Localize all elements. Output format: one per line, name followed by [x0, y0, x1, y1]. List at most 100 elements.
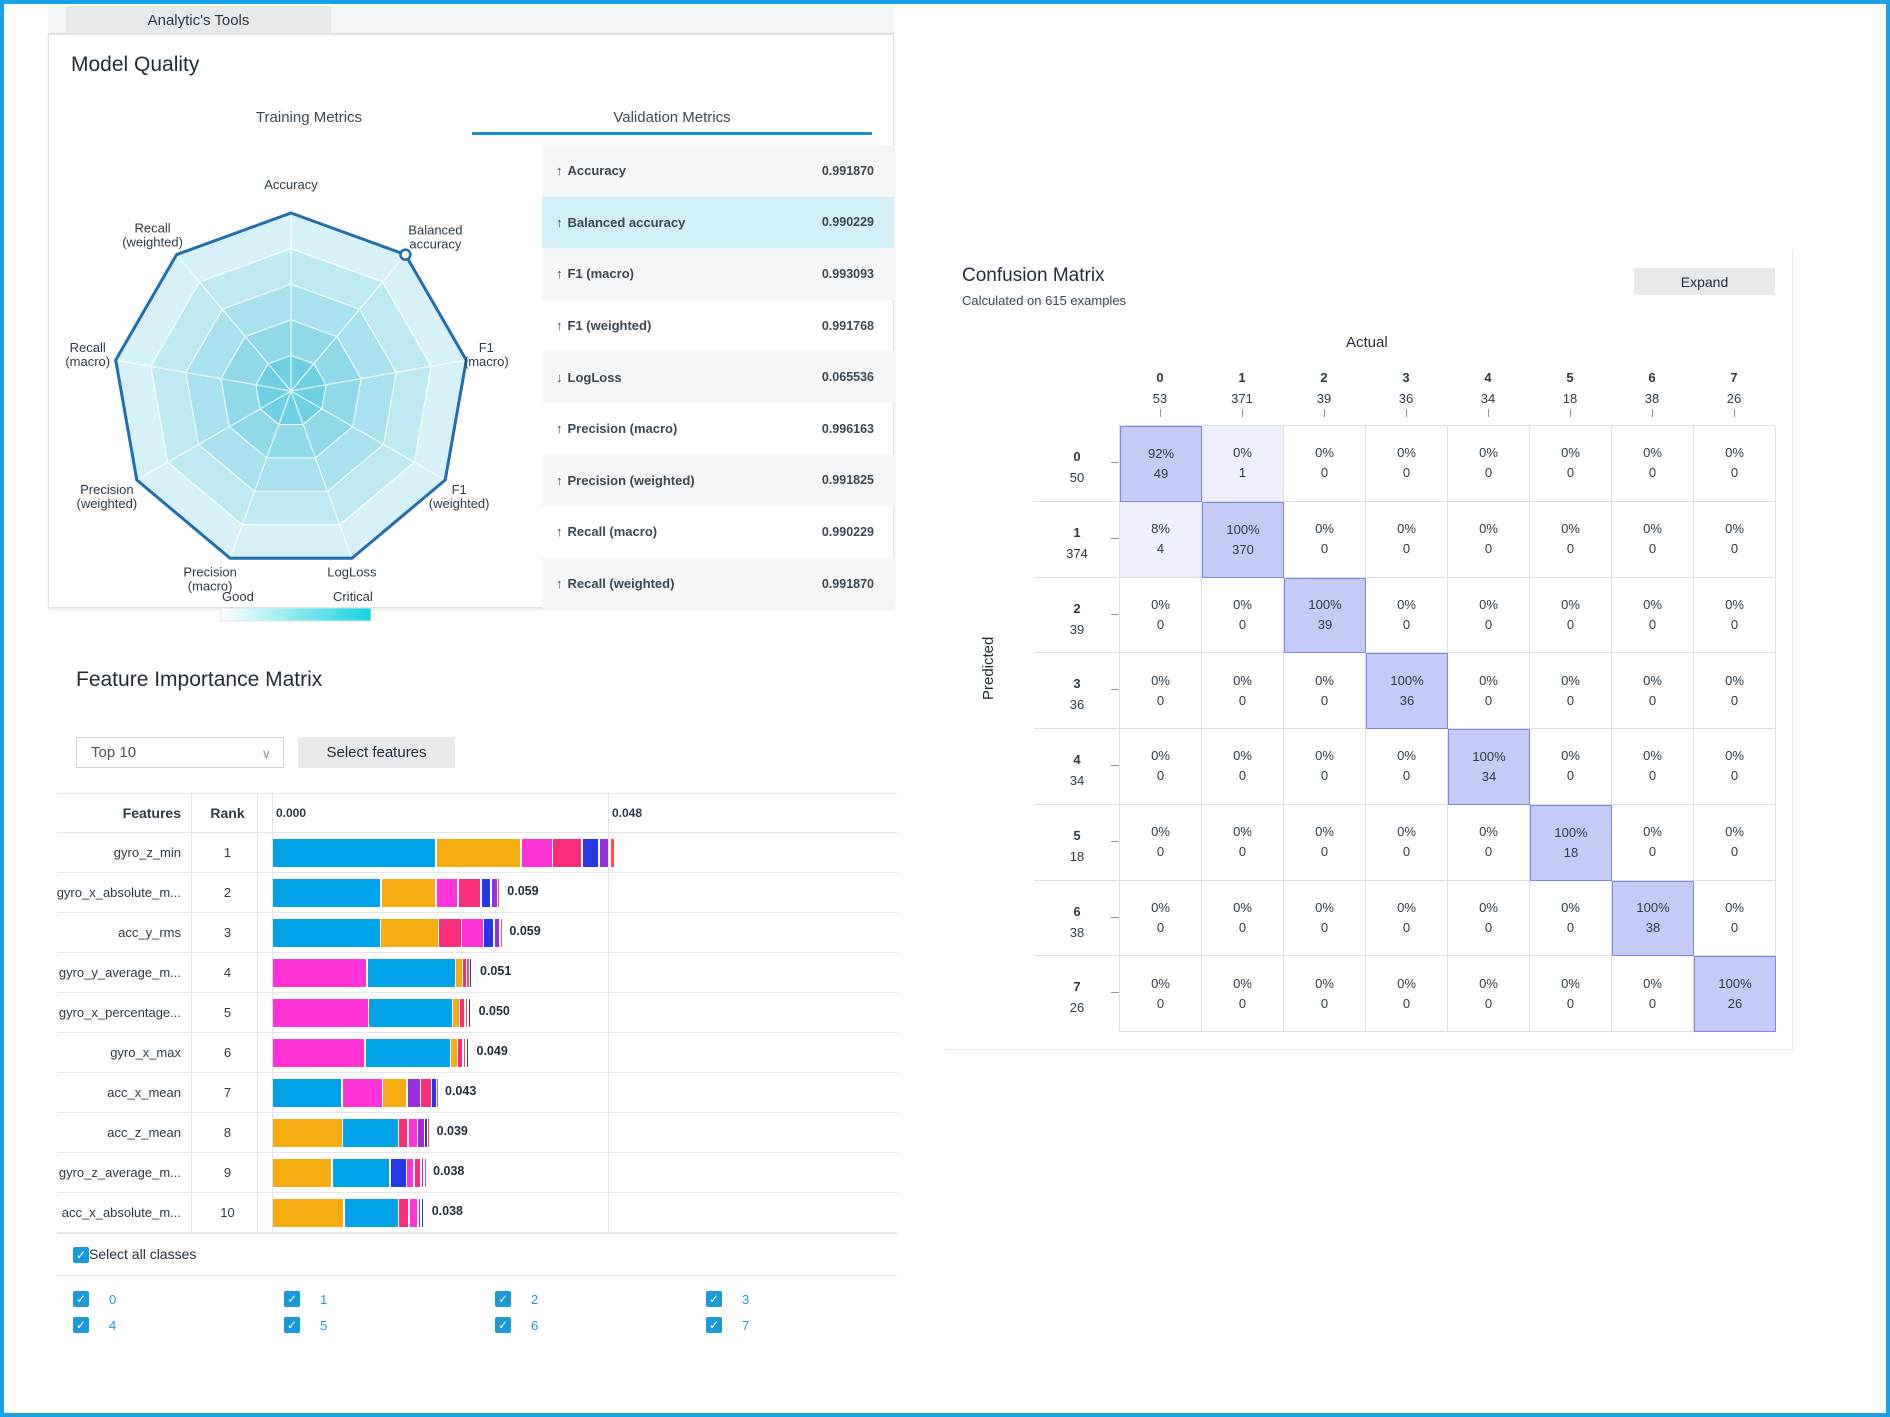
bar-segment-class-2[interactable] — [436, 879, 458, 907]
bar-segment-class-4[interactable] — [470, 959, 471, 987]
matrix-cell[interactable]: 0% 0 — [1284, 804, 1366, 881]
matrix-cell[interactable]: 0% 0 — [1284, 426, 1366, 502]
bar-segment-class-2[interactable] — [462, 919, 483, 947]
matrix-cell[interactable]: 92% 49 — [1120, 426, 1202, 502]
matrix-cell[interactable]: 0% 0 — [1694, 501, 1776, 578]
matrix-cell[interactable]: 0% 0 — [1284, 880, 1366, 957]
matrix-cell[interactable]: 0% 0 — [1202, 804, 1284, 881]
bar-segment-class-1[interactable] — [436, 839, 521, 867]
table-row[interactable]: acc_y_rms 3 0.059 — [57, 913, 897, 953]
bar-segment-class-1[interactable] — [456, 959, 462, 987]
metric-row[interactable]: ↑ Accuracy 0.991870 — [542, 145, 894, 197]
select-all-checkbox[interactable]: ✓ — [73, 1247, 89, 1263]
matrix-cell[interactable]: 0% 0 — [1530, 880, 1612, 957]
bar-segment-class-6[interactable] — [463, 1039, 466, 1067]
bar-segment-class-2[interactable] — [272, 959, 367, 987]
matrix-cell[interactable]: 0% 0 — [1284, 729, 1366, 805]
bar-segment-class-4[interactable] — [582, 839, 599, 867]
class-checkbox-5[interactable]: ✓ — [284, 1317, 300, 1333]
bar-segment-class-5[interactable] — [419, 1199, 421, 1227]
matrix-cell[interactable]: 0% 0 — [1694, 880, 1776, 957]
matrix-cell[interactable]: 0% 0 — [1284, 956, 1366, 1032]
matrix-cell[interactable]: 100% 38 — [1612, 880, 1694, 957]
class-checkbox-1[interactable]: ✓ — [284, 1291, 300, 1307]
table-row[interactable]: gyro_x_max 6 0.049 — [57, 1033, 897, 1073]
matrix-cell[interactable]: 0% 0 — [1120, 577, 1202, 654]
table-row[interactable]: acc_z_mean 8 0.039 — [57, 1113, 897, 1153]
bar-segment-class-1[interactable] — [451, 1039, 457, 1067]
matrix-cell[interactable]: 0% 0 — [1448, 956, 1530, 1032]
table-row[interactable]: gyro_z_min 1 — [57, 833, 897, 873]
matrix-cell[interactable]: 0% 0 — [1612, 501, 1694, 578]
metric-row[interactable]: ↑ Recall (macro) 0.990229 — [542, 506, 894, 558]
class-checkbox-4[interactable]: ✓ — [73, 1317, 89, 1333]
matrix-cell[interactable]: 0% 0 — [1120, 804, 1202, 881]
matrix-cell[interactable]: 0% 0 — [1120, 956, 1202, 1032]
bar-segment-class-4[interactable] — [466, 1039, 468, 1067]
bar-segment-class-2[interactable] — [407, 1159, 414, 1187]
bar-segment-class-4[interactable] — [484, 919, 494, 947]
bar-segment-class-1[interactable] — [272, 1159, 332, 1187]
matrix-cell[interactable]: 0% 0 — [1694, 804, 1776, 881]
bar-segment-class-4[interactable] — [482, 879, 491, 907]
bar-segment-class-5[interactable] — [421, 1159, 424, 1187]
matrix-cell[interactable]: 0% 0 — [1448, 426, 1530, 502]
matrix-cell[interactable]: 0% 0 — [1448, 880, 1530, 957]
class-checkbox-6[interactable]: ✓ — [495, 1317, 511, 1333]
bar-segment-class-6[interactable] — [437, 1079, 439, 1107]
bar-segment-class-5[interactable] — [494, 919, 500, 947]
matrix-cell[interactable]: 0% 1 — [1202, 426, 1284, 502]
metric-row[interactable]: ↑ Recall (weighted) 0.991870 — [542, 557, 894, 610]
bar-segment-class-0[interactable] — [272, 919, 380, 947]
matrix-cell[interactable]: 0% 0 — [1202, 880, 1284, 957]
bar-segment-class-4[interactable] — [468, 999, 470, 1027]
bar-segment-class-6[interactable] — [424, 1159, 426, 1187]
bar-segment-class-1[interactable] — [272, 1199, 344, 1227]
matrix-cell[interactable]: 0% 0 — [1366, 880, 1448, 957]
bar-segment-class-5[interactable] — [407, 1079, 420, 1107]
tab-training-metrics[interactable]: Training Metrics — [255, 109, 363, 126]
matrix-cell[interactable]: 0% 0 — [1284, 653, 1366, 729]
bar-segment-class-6[interactable] — [610, 839, 615, 867]
bar-segment-class-6[interactable] — [498, 879, 500, 907]
table-row[interactable]: gyro_z_average_m... 9 0.038 — [57, 1153, 897, 1193]
matrix-cell[interactable]: 0% 0 — [1366, 577, 1448, 654]
matrix-cell[interactable]: 0% 0 — [1366, 804, 1448, 881]
matrix-cell[interactable]: 0% 0 — [1530, 426, 1612, 502]
bar-segment-class-5[interactable] — [418, 1119, 424, 1147]
bar-segment-class-3[interactable] — [460, 999, 465, 1027]
matrix-cell[interactable]: 0% 0 — [1530, 577, 1612, 654]
bar-segment-class-5[interactable] — [599, 839, 610, 867]
metric-row[interactable]: ↑ F1 (weighted) 0.991768 — [542, 300, 894, 352]
matrix-cell[interactable]: 100% 26 — [1694, 956, 1776, 1032]
bar-segment-class-4[interactable] — [425, 1119, 427, 1147]
bar-segment-class-1[interactable] — [381, 919, 438, 947]
matrix-cell[interactable]: 100% 36 — [1366, 653, 1448, 729]
bar-segment-class-0[interactable] — [272, 1079, 342, 1107]
metric-row[interactable]: ↑ Precision (macro) 0.996163 — [542, 403, 894, 455]
matrix-cell[interactable]: 0% 0 — [1366, 501, 1448, 578]
bar-segment-class-0[interactable] — [344, 1199, 398, 1227]
matrix-cell[interactable]: 100% 18 — [1530, 804, 1612, 881]
matrix-cell[interactable]: 0% 0 — [1612, 956, 1694, 1032]
top-n-select[interactable]: Top 10 ∨ — [76, 737, 284, 768]
class-checkbox-2[interactable]: ✓ — [495, 1291, 511, 1307]
bar-segment-class-0[interactable] — [369, 999, 452, 1027]
table-row[interactable]: gyro_x_absolute_m... 2 0.059 — [57, 873, 897, 913]
matrix-cell[interactable]: 0% 0 — [1694, 426, 1776, 502]
bar-segment-class-2[interactable] — [408, 1119, 417, 1147]
matrix-cell[interactable]: 8% 4 — [1120, 501, 1202, 578]
matrix-cell[interactable]: 0% 0 — [1448, 653, 1530, 729]
matrix-cell[interactable]: 0% 0 — [1530, 956, 1612, 1032]
matrix-cell[interactable]: 0% 0 — [1612, 729, 1694, 805]
bar-segment-class-1[interactable] — [453, 999, 459, 1027]
bar-segment-class-3[interactable] — [414, 1159, 421, 1187]
bar-segment-class-2[interactable] — [272, 1039, 365, 1067]
radar-highlight-point[interactable] — [399, 248, 412, 261]
matrix-cell[interactable]: 100% 34 — [1448, 729, 1530, 805]
matrix-cell[interactable]: 0% 0 — [1202, 577, 1284, 654]
matrix-cell[interactable]: 0% 0 — [1612, 426, 1694, 502]
bar-segment-class-0[interactable] — [367, 959, 455, 987]
class-checkbox-3[interactable]: ✓ — [706, 1291, 722, 1307]
matrix-cell[interactable]: 0% 0 — [1366, 426, 1448, 502]
